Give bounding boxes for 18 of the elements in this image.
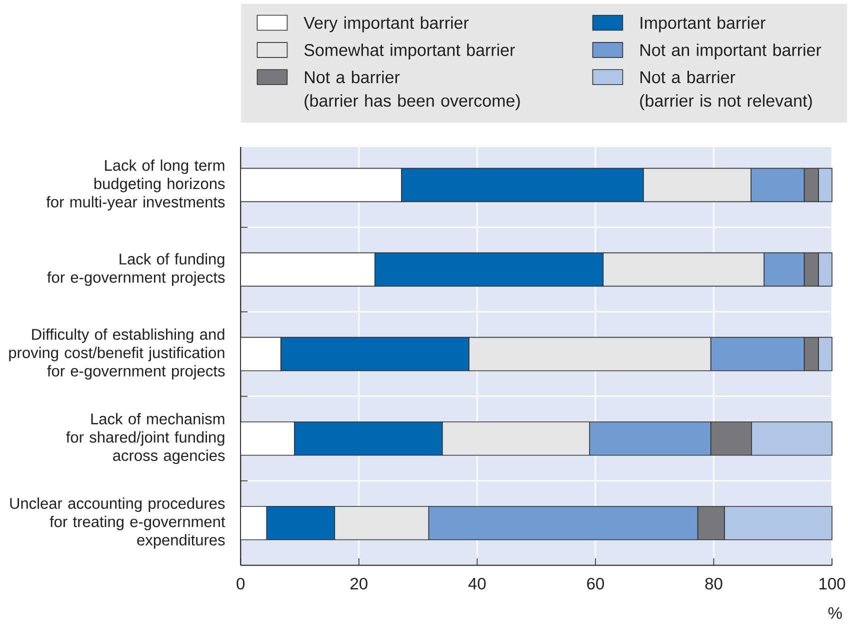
legend-label: Not a barrier (barrier is not relevant) (640, 70, 812, 110)
legend-label: Not an important barrier (640, 44, 822, 60)
x-tick-label: 80 (705, 578, 722, 590)
y-tick-label: Lack of long term budgeting horizons for multi-year investments (46, 159, 225, 211)
legend-label: Important barrier (640, 16, 766, 32)
y-tick-label: Lack of mechanism for shared/joint funding across agencies (66, 413, 225, 464)
x-tick-label: 100 (819, 578, 846, 590)
y-tick-label: Lack of funding for e-government projects (47, 253, 225, 286)
y-tick-label: Unclear accounting procedures for treating e-government expenditures (10, 498, 226, 549)
x-axis-title: % (828, 607, 842, 619)
x-tick-label: 0 (236, 578, 245, 590)
legend-label: Not a barrier (barrier has been overcome) (304, 70, 520, 110)
legend-label: Very important barrier (304, 16, 469, 32)
y-tick-label: Difficulty of establishing and proving cost/benefit justification for e-government projects (9, 328, 225, 380)
x-tick-label: 60 (587, 578, 604, 590)
x-tick-label: 40 (468, 578, 486, 590)
legend-label: Somewhat important barrier (304, 44, 515, 60)
x-tick-label: 20 (350, 578, 368, 590)
